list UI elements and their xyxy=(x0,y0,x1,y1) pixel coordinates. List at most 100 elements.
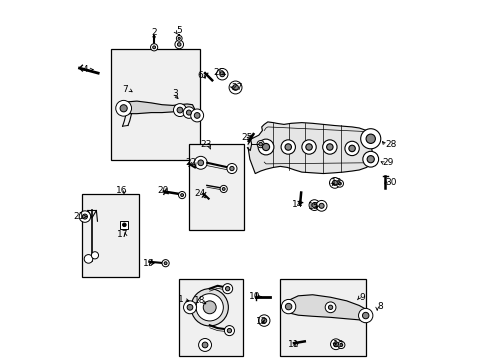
Text: 19: 19 xyxy=(142,259,154,268)
Text: 25: 25 xyxy=(241,133,252,142)
Text: 29: 29 xyxy=(382,158,393,167)
Circle shape xyxy=(301,140,316,154)
Text: 16: 16 xyxy=(116,186,127,195)
Text: 21: 21 xyxy=(73,212,84,221)
Circle shape xyxy=(225,287,229,291)
Circle shape xyxy=(219,72,224,77)
Text: 17: 17 xyxy=(117,230,128,239)
Circle shape xyxy=(328,305,332,310)
Circle shape xyxy=(258,315,269,326)
Circle shape xyxy=(198,338,211,351)
Text: 18: 18 xyxy=(194,296,205,305)
Circle shape xyxy=(261,318,266,323)
Circle shape xyxy=(348,145,355,152)
Circle shape xyxy=(194,156,207,169)
Circle shape xyxy=(177,42,181,46)
Circle shape xyxy=(362,312,368,319)
Circle shape xyxy=(91,252,99,259)
Circle shape xyxy=(339,343,342,346)
Circle shape xyxy=(198,160,203,166)
Circle shape xyxy=(162,260,169,267)
Circle shape xyxy=(183,107,194,118)
Text: 4: 4 xyxy=(82,65,87,74)
Circle shape xyxy=(311,203,316,208)
Circle shape xyxy=(194,113,200,118)
Circle shape xyxy=(191,289,228,326)
Text: 9: 9 xyxy=(359,293,364,302)
Text: 5: 5 xyxy=(176,26,182,35)
Circle shape xyxy=(82,214,87,219)
Circle shape xyxy=(229,166,234,171)
Circle shape xyxy=(178,37,180,40)
Text: 30: 30 xyxy=(384,178,396,187)
Polygon shape xyxy=(287,295,365,322)
Circle shape xyxy=(332,180,337,185)
Text: 13: 13 xyxy=(330,178,342,187)
Circle shape xyxy=(196,294,223,321)
Circle shape xyxy=(338,182,341,185)
Circle shape xyxy=(186,110,191,115)
Circle shape xyxy=(180,194,183,197)
Circle shape xyxy=(216,68,227,80)
Circle shape xyxy=(173,104,186,117)
Circle shape xyxy=(228,81,242,94)
Circle shape xyxy=(362,151,378,167)
Text: 11: 11 xyxy=(287,340,299,349)
Circle shape xyxy=(178,192,185,199)
Circle shape xyxy=(79,211,90,222)
Circle shape xyxy=(150,44,158,51)
Circle shape xyxy=(344,141,359,156)
Circle shape xyxy=(281,300,295,314)
Circle shape xyxy=(262,143,269,150)
Text: 3: 3 xyxy=(172,89,178,98)
Circle shape xyxy=(329,177,340,188)
Text: 13: 13 xyxy=(332,340,344,349)
Circle shape xyxy=(84,255,93,263)
Circle shape xyxy=(257,140,264,148)
Text: 14: 14 xyxy=(291,200,303,209)
Circle shape xyxy=(177,107,183,113)
Circle shape xyxy=(258,139,273,155)
Circle shape xyxy=(232,85,238,90)
Circle shape xyxy=(202,342,207,348)
Circle shape xyxy=(187,305,192,310)
Text: 7: 7 xyxy=(122,85,128,94)
Circle shape xyxy=(281,140,295,154)
Text: 24: 24 xyxy=(194,189,205,198)
Text: 12: 12 xyxy=(256,317,267,326)
Circle shape xyxy=(330,339,341,350)
Circle shape xyxy=(285,144,291,150)
Circle shape xyxy=(325,302,335,313)
Bar xyxy=(279,279,366,356)
Circle shape xyxy=(183,301,196,314)
Bar xyxy=(188,144,244,230)
Polygon shape xyxy=(247,122,373,174)
Circle shape xyxy=(360,129,380,149)
Circle shape xyxy=(116,100,131,116)
Circle shape xyxy=(222,188,224,190)
Circle shape xyxy=(190,109,203,122)
Text: 27: 27 xyxy=(230,83,242,92)
Bar xyxy=(179,279,243,356)
Text: 22: 22 xyxy=(185,158,197,167)
Circle shape xyxy=(175,40,183,49)
Text: 23: 23 xyxy=(200,140,211,149)
Bar xyxy=(120,221,128,229)
Circle shape xyxy=(222,284,232,294)
Circle shape xyxy=(366,156,373,163)
Text: 20: 20 xyxy=(157,186,168,195)
Circle shape xyxy=(366,134,375,143)
Circle shape xyxy=(203,301,216,314)
Circle shape xyxy=(122,223,126,226)
Text: 10: 10 xyxy=(248,292,260,301)
Circle shape xyxy=(152,46,155,49)
Circle shape xyxy=(227,328,231,333)
Circle shape xyxy=(319,203,324,208)
Circle shape xyxy=(337,341,344,348)
Text: 6: 6 xyxy=(198,71,203,80)
Bar xyxy=(111,49,200,160)
Circle shape xyxy=(220,185,227,193)
Circle shape xyxy=(336,180,343,187)
Circle shape xyxy=(305,144,312,150)
Circle shape xyxy=(358,309,372,323)
